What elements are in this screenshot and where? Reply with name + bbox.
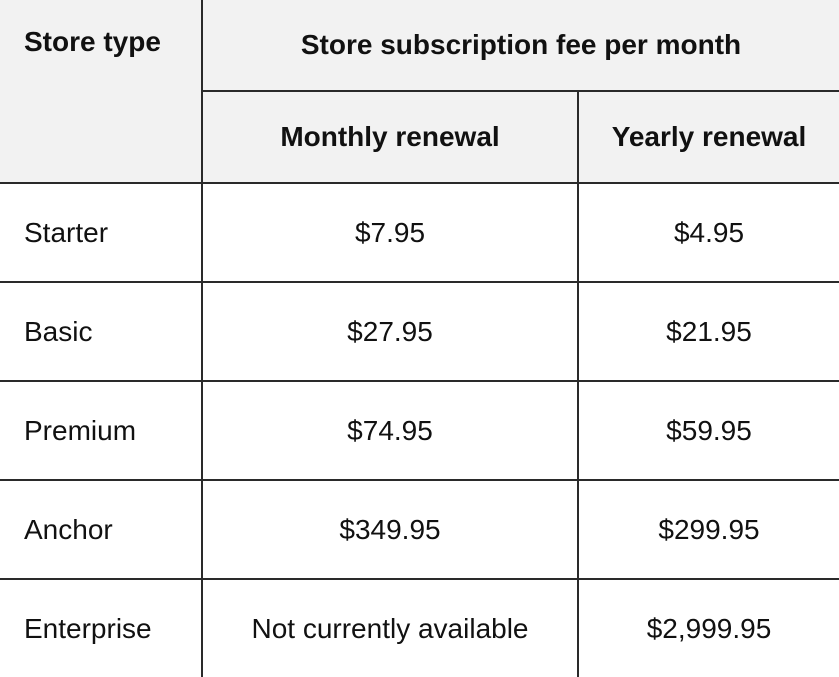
monthly-fee-cell: Not currently available bbox=[202, 579, 579, 677]
table-row: Premium $74.95 $59.95 bbox=[0, 381, 839, 481]
monthly-fee-cell: $7.95 bbox=[202, 183, 579, 283]
table-row: Starter $7.95 $4.95 bbox=[0, 183, 839, 283]
store-type-cell: Basic bbox=[0, 282, 203, 382]
store-type-cell: Anchor bbox=[0, 480, 203, 580]
store-type-cell: Enterprise bbox=[0, 579, 203, 677]
header-row-bottom: Monthly renewal Yearly renewal bbox=[0, 91, 839, 184]
yearly-fee-cell: $2,999.95 bbox=[646, 612, 772, 644]
monthly-fee-cell: $74.95 bbox=[202, 381, 579, 481]
yearly-fee-cell: $299.95 bbox=[578, 480, 839, 580]
table-row: Anchor $349.95 $299.95 bbox=[0, 480, 839, 580]
yearly-fee-cell: $4.95 bbox=[578, 183, 839, 283]
monthly-renewal-header-label: Monthly renewal bbox=[280, 121, 500, 152]
store-type-header-label: Store type bbox=[24, 26, 161, 57]
fee-group-header: Store subscription fee per month bbox=[202, 0, 839, 92]
yearly-renewal-header: Yearly renewal bbox=[578, 91, 839, 184]
yearly-fee-cell: $59.95 bbox=[578, 381, 839, 481]
store-type-cell: Premium bbox=[0, 381, 203, 481]
yearly-renewal-header-label: Yearly renewal bbox=[611, 121, 807, 152]
table-header: Store type Store subscription fee per mo… bbox=[0, 0, 839, 184]
monthly-fee-cell: $27.95 bbox=[202, 282, 579, 382]
header-row-top: Store type Store subscription fee per mo… bbox=[0, 0, 839, 184]
monthly-renewal-header: Monthly renewal bbox=[202, 91, 579, 184]
table-row: Enterprise Not currently available $2,99… bbox=[0, 579, 839, 677]
yearly-fee-cell: $21.95 bbox=[578, 282, 839, 382]
monthly-fee-cell: $349.95 bbox=[202, 480, 579, 580]
table-row: Basic $27.95 $21.95 bbox=[0, 282, 839, 382]
store-type-header: Store type bbox=[0, 0, 203, 184]
table-body: Starter $7.95 $4.95 Basic $27.95 $21.95 … bbox=[0, 183, 839, 677]
fee-group-header-label: Store subscription fee per month bbox=[300, 29, 742, 60]
store-type-cell: Starter bbox=[0, 183, 203, 283]
